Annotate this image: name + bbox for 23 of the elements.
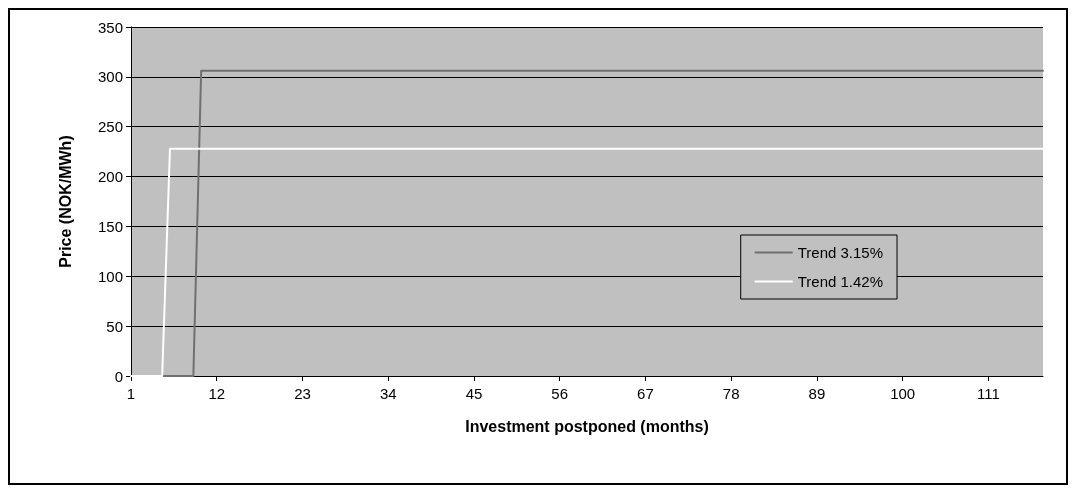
y-tick-label: 0: [114, 367, 123, 385]
x-tick-label: 34: [379, 385, 397, 402]
y-tick-label: 200: [97, 168, 123, 186]
x-tick-label: 23: [294, 385, 311, 402]
x-tick-label: 45: [465, 385, 483, 402]
x-tick-label: 78: [722, 385, 740, 402]
y-tick-label: 50: [106, 317, 123, 335]
y-tick-label: 150: [97, 217, 123, 235]
x-axis-title: Investment postponed (months): [465, 417, 709, 435]
x-tick-label: 100: [890, 385, 916, 402]
x-tick-label: 12: [208, 385, 226, 402]
y-tick-label: 300: [97, 68, 123, 86]
y-axis-title: Price (NOK/MWh): [56, 135, 74, 268]
x-tick-label: 67: [637, 385, 654, 402]
x-tick-label: 111: [977, 385, 1000, 402]
y-tick-label: 350: [97, 18, 123, 36]
y-tick-label: 100: [97, 267, 123, 285]
x-tick-label: 89: [808, 385, 826, 402]
legend-label: Trend 3.15%: [797, 244, 884, 261]
legend-label: Trend 1.42%: [797, 273, 884, 290]
x-tick-label: 56: [551, 385, 569, 402]
y-tick-label: 250: [97, 118, 123, 136]
x-tick-label: 1: [126, 385, 136, 402]
